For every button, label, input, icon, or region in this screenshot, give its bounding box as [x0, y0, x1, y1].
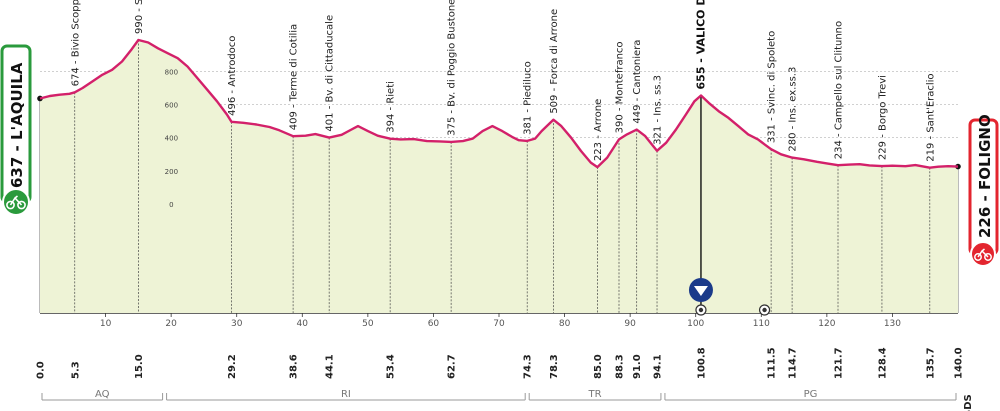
- start-cycling-icon: [2, 188, 30, 216]
- region-label: AQ: [95, 389, 110, 400]
- start-badge: 637 - L'AQUILA: [0, 44, 32, 216]
- km-label: 15.0: [134, 354, 145, 379]
- waypoint-label: 496 - Antrodoco: [227, 36, 238, 116]
- x-tick-labels: 10 20 30 40 50 60 70 80 90 100 110 120 130: [100, 313, 901, 329]
- km-labels: 0.0 5.3 15.0 29.2 38.6 44.1 53.4 62.7 74.3 78.3 85…: [36, 347, 965, 379]
- km-label: 78.3: [549, 354, 560, 379]
- waypoint-label: 509 - Forca di Arrone: [549, 9, 560, 114]
- waypoint-label: 990 - Sella di Corno: [134, 0, 145, 34]
- x-tick-label: 10: [100, 319, 112, 329]
- region-label: RI: [341, 389, 351, 400]
- waypoint-label: 449 - Cantoniera: [632, 40, 643, 124]
- waypoint-label: 390 - Montefranco: [614, 41, 625, 133]
- km-label: 114.7: [788, 347, 799, 379]
- sprint-dot: [762, 307, 767, 313]
- x-tick-label: 100: [687, 319, 704, 329]
- waypoint-label: 219 - Sant'Eraclio: [925, 73, 936, 161]
- y-tick-label: 800: [165, 68, 178, 76]
- km-label: 29.2: [227, 354, 238, 379]
- km-label: 62.7: [447, 354, 458, 379]
- waypoint-label: 655 - VALICO DELLA SOMMA: [694, 0, 707, 89]
- x-tick-label: 130: [884, 319, 901, 329]
- km-label: 91.0: [632, 354, 643, 379]
- x-tick-label: 30: [231, 319, 243, 329]
- km-label: 88.3: [614, 354, 625, 379]
- elevation-area: [40, 40, 958, 313]
- km-label: 128.4: [877, 347, 888, 379]
- km-label: 0.0: [36, 361, 47, 379]
- x-tick-label: 40: [297, 319, 309, 329]
- finish-badge: 226 - FOLIGNO: [968, 114, 999, 267]
- km-label: 135.7: [925, 347, 936, 379]
- km-label: 85.0: [593, 354, 604, 379]
- waypoint-label: 229 - Borgo Trevi: [877, 75, 888, 160]
- waypoint-lines: [37, 40, 961, 313]
- km-label: 53.4: [386, 354, 397, 379]
- y-tick-label: 400: [165, 135, 178, 143]
- km-label: 100.8: [696, 347, 707, 379]
- finish-cycling-icon: [970, 241, 996, 267]
- km-label: 140.0: [954, 347, 965, 379]
- x-tick-label: 70: [493, 319, 505, 329]
- km-label: 5.3: [70, 361, 81, 379]
- x-tick-label: 60: [428, 319, 440, 329]
- finish-label: 226 - FOLIGNO: [976, 114, 994, 238]
- km-label: 74.3: [523, 354, 534, 379]
- waypoint-label: 234 - Campello sul Clitunno: [834, 21, 845, 159]
- km-label: 44.1: [325, 354, 336, 379]
- x-tick-label: 120: [818, 319, 835, 329]
- waypoint-labels: 674 - Bivio Scoppito 990 - Sella di Corno…: [70, 0, 936, 162]
- x-tick-label: 20: [165, 319, 177, 329]
- km-label: 121.7: [834, 347, 845, 379]
- x-tick-label: 50: [362, 319, 374, 329]
- km-label: 111.5: [767, 347, 778, 379]
- x-tick-label: 110: [753, 319, 770, 329]
- region-pg: PG: [664, 389, 957, 401]
- start-label: 637 - L'AQUILA: [8, 62, 26, 188]
- waypoint-label: 409 - Terme di Cotilia: [289, 24, 300, 130]
- y-tick-label: 200: [165, 168, 178, 176]
- sds-label: SDS: [963, 394, 974, 411]
- y-tick-label: 600: [165, 102, 178, 110]
- waypoint-label: 394 - Rieti: [386, 81, 397, 133]
- route-markers: [688, 278, 771, 316]
- km-label: 38.6: [289, 354, 300, 379]
- region-aq: AQ: [41, 389, 164, 401]
- region-label: PG: [804, 389, 818, 400]
- region-label: TR: [588, 389, 602, 400]
- x-tick-label: 90: [624, 319, 636, 329]
- waypoint-label: 280 - Ins. ex.ss.3: [788, 67, 799, 152]
- elevation-line: [39, 38, 959, 169]
- waypoint-label: 223 - Arrone: [593, 99, 604, 161]
- sprint-dot: [698, 307, 704, 313]
- region-ri: RI: [166, 389, 526, 401]
- region-bar: AQ RI TR PG: [41, 389, 957, 401]
- waypoint-label: 321 - Ins. ss.3: [653, 75, 664, 145]
- waypoint-label: 674 - Bivio Scoppito: [70, 0, 81, 86]
- region-tr: TR: [528, 389, 662, 401]
- waypoint-label: 401 - Bv. di Cittaducale: [325, 15, 336, 132]
- km-label: 94.1: [653, 354, 664, 379]
- waypoint-label: 331 - Svinc. di Spoleto: [767, 31, 778, 143]
- x-tick-label: 80: [559, 319, 571, 329]
- y-tick-labels: 0 200 400 600 800: [165, 68, 178, 209]
- waypoint-label: 381 - Piediluco: [523, 61, 534, 135]
- waypoint-label: 375 - Bv. di Poggio Bustone: [447, 0, 458, 136]
- y-tick-label: 0: [169, 201, 173, 209]
- kom-triangle: [693, 286, 708, 296]
